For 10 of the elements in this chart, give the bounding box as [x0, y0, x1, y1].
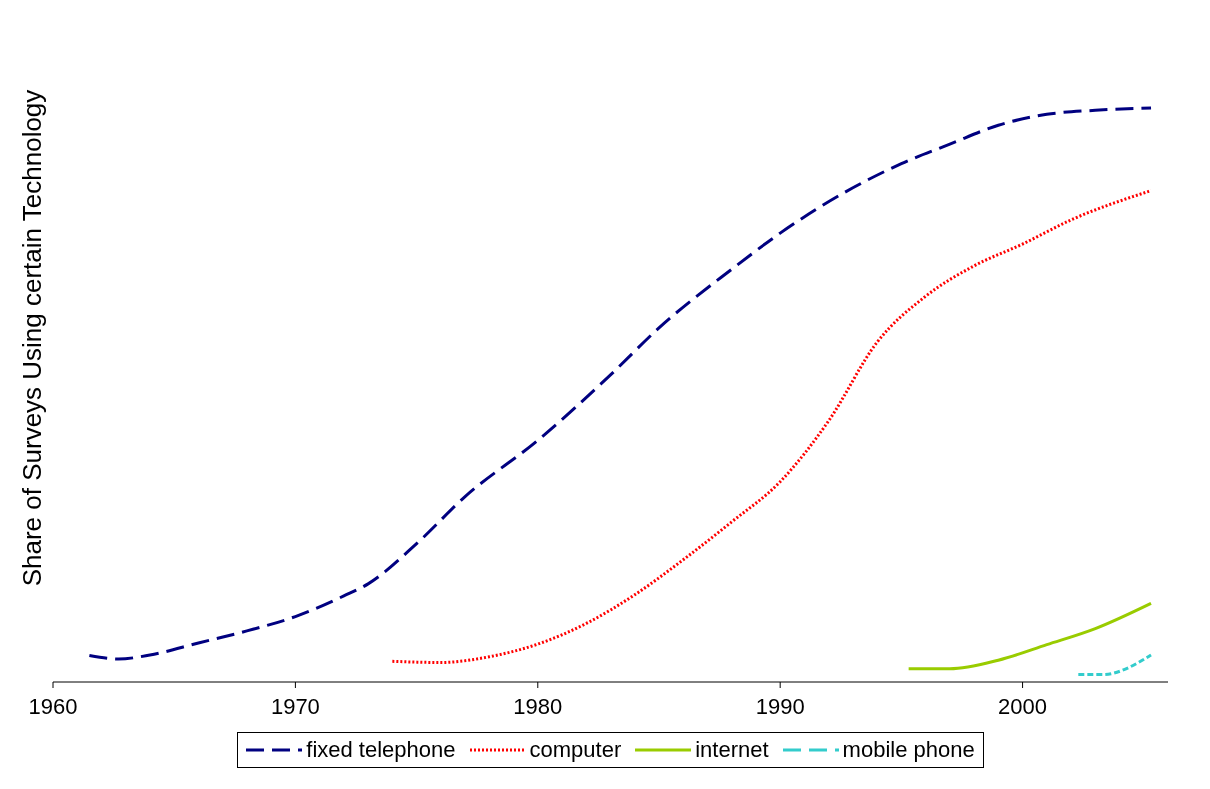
- x-tick-label: 1960: [28, 693, 78, 719]
- legend-label: computer: [529, 737, 622, 763]
- x-tick-label: 1990: [755, 693, 805, 719]
- legend-label: fixed telephone: [306, 737, 456, 763]
- x-tick-label: 1970: [270, 693, 320, 719]
- legend-label: internet: [695, 737, 769, 763]
- legend-label: mobile phone: [842, 737, 975, 763]
- y-axis-title: Share of Surveys Using certain Technology: [16, 89, 48, 587]
- x-tick-label: 2000: [998, 693, 1048, 719]
- x-tick-label: 1980: [513, 693, 563, 719]
